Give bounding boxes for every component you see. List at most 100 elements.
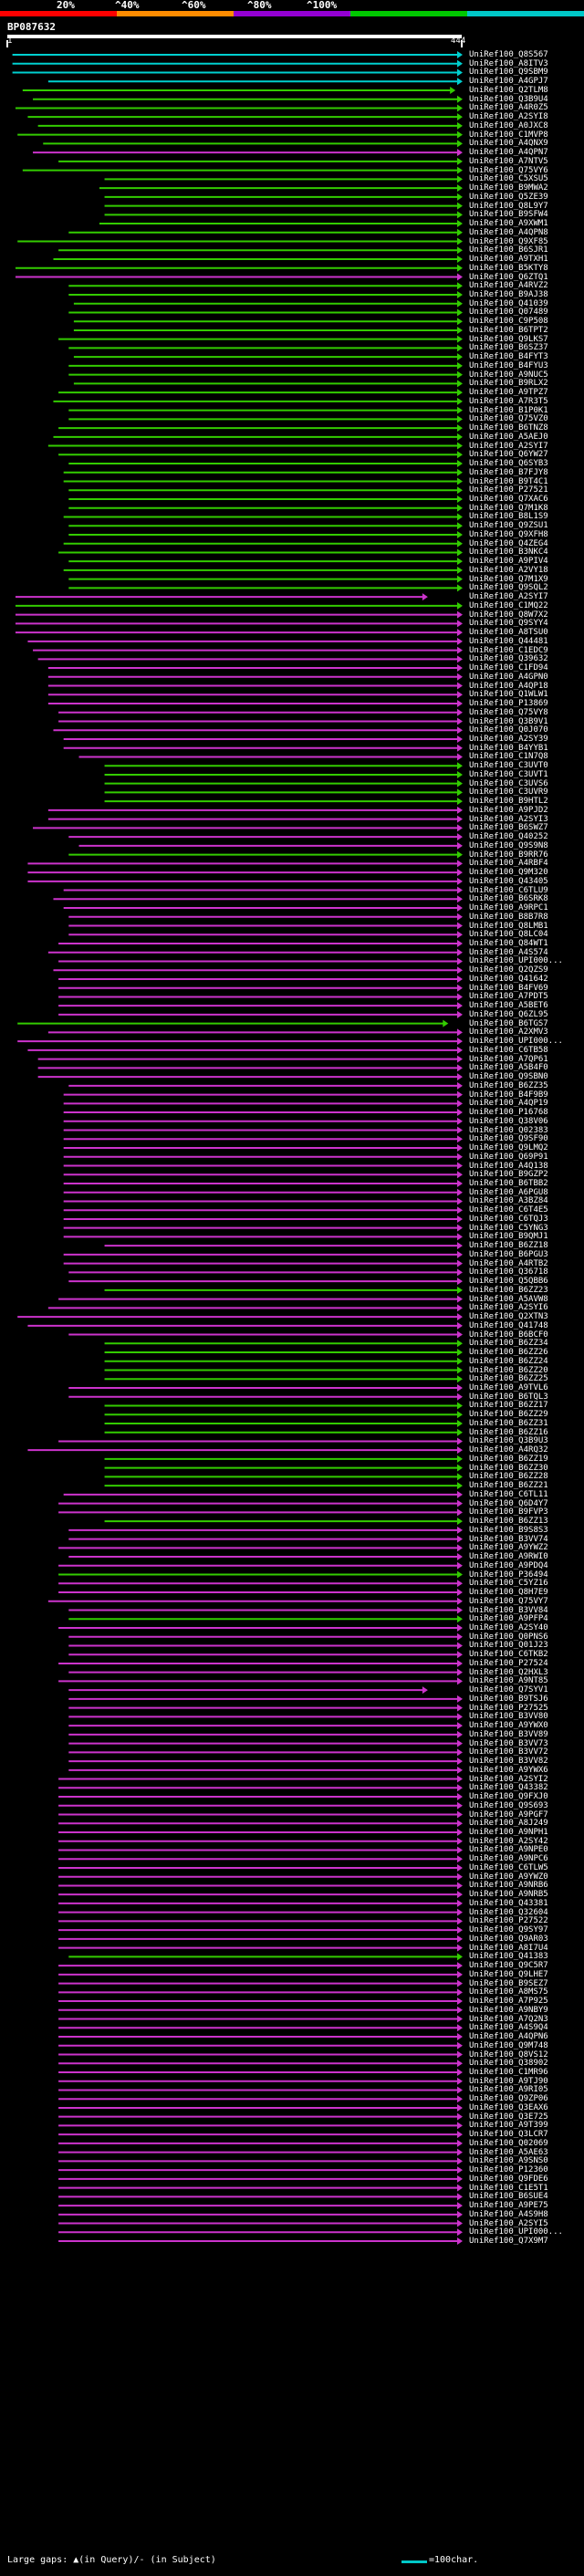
hit-label[interactable]: UniRef100_A9NPE0 (469, 1845, 548, 1855)
hit-label[interactable]: UniRef100_Q9SF90 (469, 1134, 548, 1144)
hit-label[interactable]: UniRef100_Q9SY97 (469, 1925, 548, 1935)
hit-label[interactable]: UniRef100_A7P925 (469, 1997, 548, 2007)
hit-label[interactable]: UniRef100_Q9XF85 (469, 236, 548, 246)
hit-label[interactable]: UniRef100_P27521 (469, 485, 548, 495)
hit-label[interactable]: UniRef100_C5YNG3 (469, 1223, 548, 1233)
hit-label[interactable]: UniRef100_Q9LKS7 (469, 334, 548, 344)
hit-label[interactable]: UniRef100_A9RWI0 (469, 1552, 548, 1562)
hit-label[interactable]: UniRef100_Q2TLM8 (469, 85, 548, 95)
hit-label[interactable]: UniRef100_A4QP18 (469, 681, 548, 691)
hit-label[interactable]: UniRef100_Q39632 (469, 654, 548, 664)
hit-label[interactable]: UniRef100_Q02383 (469, 1125, 548, 1135)
hit-label[interactable]: UniRef100_A8ITV3 (469, 58, 548, 68)
hit-label[interactable]: UniRef100_C1E5T1 (469, 2183, 548, 2193)
hit-label[interactable]: UniRef100_Q3LCR7 (469, 2130, 548, 2140)
hit-label[interactable]: UniRef100_B4FYU3 (469, 360, 548, 370)
hit-label[interactable]: UniRef100_Q75VY8 (469, 707, 548, 717)
hit-label[interactable]: UniRef100_B6ZZ31 (469, 1418, 548, 1428)
hit-label[interactable]: UniRef100_A2SYI2 (469, 1774, 548, 1784)
hit-label[interactable]: UniRef100_B9SFW4 (469, 210, 548, 220)
hit-label[interactable]: UniRef100_C1MQ22 (469, 600, 548, 610)
hit-label[interactable]: UniRef100_B6PGU3 (469, 1249, 548, 1259)
hit-label[interactable]: UniRef100_A4QP19 (469, 1099, 548, 1109)
hit-label[interactable]: UniRef100_Q3EAX6 (469, 2102, 548, 2112)
hit-label[interactable]: UniRef100_A4RTB2 (469, 1258, 548, 1268)
hit-label[interactable]: UniRef100_B3VV72 (469, 1747, 548, 1757)
hit-label[interactable]: UniRef100_Q7M1K8 (469, 503, 548, 513)
hit-label[interactable]: UniRef100_Q6YW27 (469, 450, 548, 460)
hit-label[interactable]: UniRef100_Q40252 (469, 832, 548, 842)
hit-label[interactable]: UniRef100_Q75VY6 (469, 165, 548, 175)
hit-label[interactable]: UniRef100_A2SYI5 (469, 2218, 548, 2228)
hit-label[interactable]: UniRef100_Q8W7X2 (469, 610, 548, 620)
hit-label[interactable]: UniRef100_B6ZZ34 (469, 1339, 548, 1349)
hit-label[interactable]: UniRef100_A8TSU0 (469, 628, 548, 638)
hit-label[interactable]: UniRef100_B6BCF0 (469, 1330, 548, 1340)
hit-label[interactable]: UniRef100_C5XSU5 (469, 174, 548, 184)
hit-label[interactable]: UniRef100_C1MR96 (469, 2067, 548, 2077)
hit-label[interactable]: UniRef100_A2XMV3 (469, 1027, 548, 1038)
hit-label[interactable]: UniRef100_C3UVR9 (469, 787, 548, 798)
hit-label[interactable]: UniRef100_Q8H7E9 (469, 1588, 548, 1598)
hit-label[interactable]: UniRef100_B8B7R8 (469, 912, 548, 922)
hit-label[interactable]: UniRef100_Q7XAC6 (469, 495, 548, 504)
hit-label[interactable]: UniRef100_B9RR76 (469, 850, 548, 860)
hit-label[interactable]: UniRef100_Q84WT1 (469, 939, 548, 948)
hit-label[interactable]: UniRef100_A6PGU8 (469, 1187, 548, 1197)
hit-label[interactable]: UniRef100_B3VV80 (469, 1712, 548, 1722)
hit-label[interactable]: UniRef100_Q32604 (469, 1907, 548, 1917)
hit-label[interactable]: UniRef100_Q75VY7 (469, 1596, 548, 1606)
hit-label[interactable]: UniRef100_A9T399 (469, 2121, 548, 2131)
hit-label[interactable]: UniRef100_A5B4F0 (469, 1063, 548, 1073)
hit-label[interactable]: UniRef100_C1N7Q8 (469, 752, 548, 762)
hit-label[interactable]: UniRef100_Q75VZ0 (469, 414, 548, 424)
hit-label[interactable]: UniRef100_Q5ZE39 (469, 192, 548, 202)
hit-label[interactable]: UniRef100_B3VV73 (469, 1738, 548, 1748)
hit-label[interactable]: UniRef100_C6TKB2 (469, 1650, 548, 1660)
hit-label[interactable]: UniRef100_A9PFP4 (469, 1614, 548, 1624)
hit-label[interactable]: UniRef100_C1EDC9 (469, 645, 548, 655)
hit-label[interactable]: UniRef100_C6T4E5 (469, 1205, 548, 1215)
hit-label[interactable]: UniRef100_A9PE75 (469, 2201, 548, 2211)
hit-label[interactable]: UniRef100_B6ZZ18 (469, 1241, 548, 1251)
hit-label[interactable]: UniRef100_A5AEJ0 (469, 432, 548, 442)
hit-label[interactable]: UniRef100_A9TPZ7 (469, 388, 548, 398)
hit-label[interactable]: UniRef100_Q01J23 (469, 1641, 548, 1651)
hit-label[interactable]: UniRef100_Q38V06 (469, 1116, 548, 1126)
hit-label[interactable]: UniRef100_Q9SYY4 (469, 619, 548, 629)
hit-label[interactable]: UniRef100_UPI000... (469, 2227, 563, 2237)
hit-label[interactable]: UniRef100_A9NUC5 (469, 370, 548, 380)
hit-label[interactable]: UniRef100_Q9M320 (469, 868, 548, 878)
hit-label[interactable]: UniRef100_Q41748 (469, 1320, 548, 1330)
hit-label[interactable]: UniRef100_B9GZP2 (469, 1170, 548, 1180)
hit-label[interactable]: UniRef100_B6SWZ7 (469, 823, 548, 833)
hit-label[interactable]: UniRef100_A2SYI3 (469, 814, 548, 824)
hit-label[interactable]: UniRef100_B6TQL3 (469, 1392, 548, 1402)
hit-label[interactable]: UniRef100_Q07489 (469, 308, 548, 318)
hit-label[interactable]: UniRef100_Q6SYB3 (469, 459, 548, 469)
hit-label[interactable]: UniRef100_Q9S693 (469, 1800, 548, 1810)
hit-label[interactable]: UniRef100_C9P508 (469, 317, 548, 327)
hit-label[interactable]: UniRef100_Q9LMQ2 (469, 1143, 548, 1153)
hit-label[interactable]: UniRef100_B6ZZ29 (469, 1410, 548, 1420)
hit-label[interactable]: UniRef100_A2SYI8 (469, 112, 548, 122)
hit-label[interactable]: UniRef100_B6ZZ20 (469, 1365, 548, 1375)
hit-label[interactable]: UniRef100_B6ZZ13 (469, 1517, 548, 1527)
hit-label[interactable]: UniRef100_B6SZ37 (469, 343, 548, 353)
hit-label[interactable]: UniRef100_P16768 (469, 1108, 548, 1118)
hit-label[interactable]: UniRef100_Q6ZL95 (469, 1009, 548, 1019)
hit-label[interactable]: UniRef100_C6TL11 (469, 1489, 548, 1499)
hit-label[interactable]: UniRef100_B6ZZ17 (469, 1401, 548, 1411)
hit-label[interactable]: UniRef100_A7PDT5 (469, 992, 548, 1002)
hit-label[interactable]: UniRef100_B3VV84 (469, 1605, 548, 1615)
hit-label[interactable]: UniRef100_B3VV89 (469, 1729, 548, 1739)
hit-label[interactable]: UniRef100_A9NRB5 (469, 1890, 548, 1900)
hit-label[interactable]: UniRef100_A2SYI7 (469, 441, 548, 451)
hit-label[interactable]: UniRef100_B4FV69 (469, 983, 548, 993)
hit-label[interactable]: UniRef100_A9XWM1 (469, 219, 548, 229)
hit-label[interactable]: UniRef100_Q38902 (469, 2059, 548, 2069)
hit-label[interactable]: UniRef100_Q9S9N8 (469, 840, 548, 850)
hit-label[interactable]: UniRef100_B6TNZ8 (469, 423, 548, 433)
hit-label[interactable]: UniRef100_B4YYB1 (469, 743, 548, 753)
hit-label[interactable]: UniRef100_A8J249 (469, 1819, 548, 1829)
